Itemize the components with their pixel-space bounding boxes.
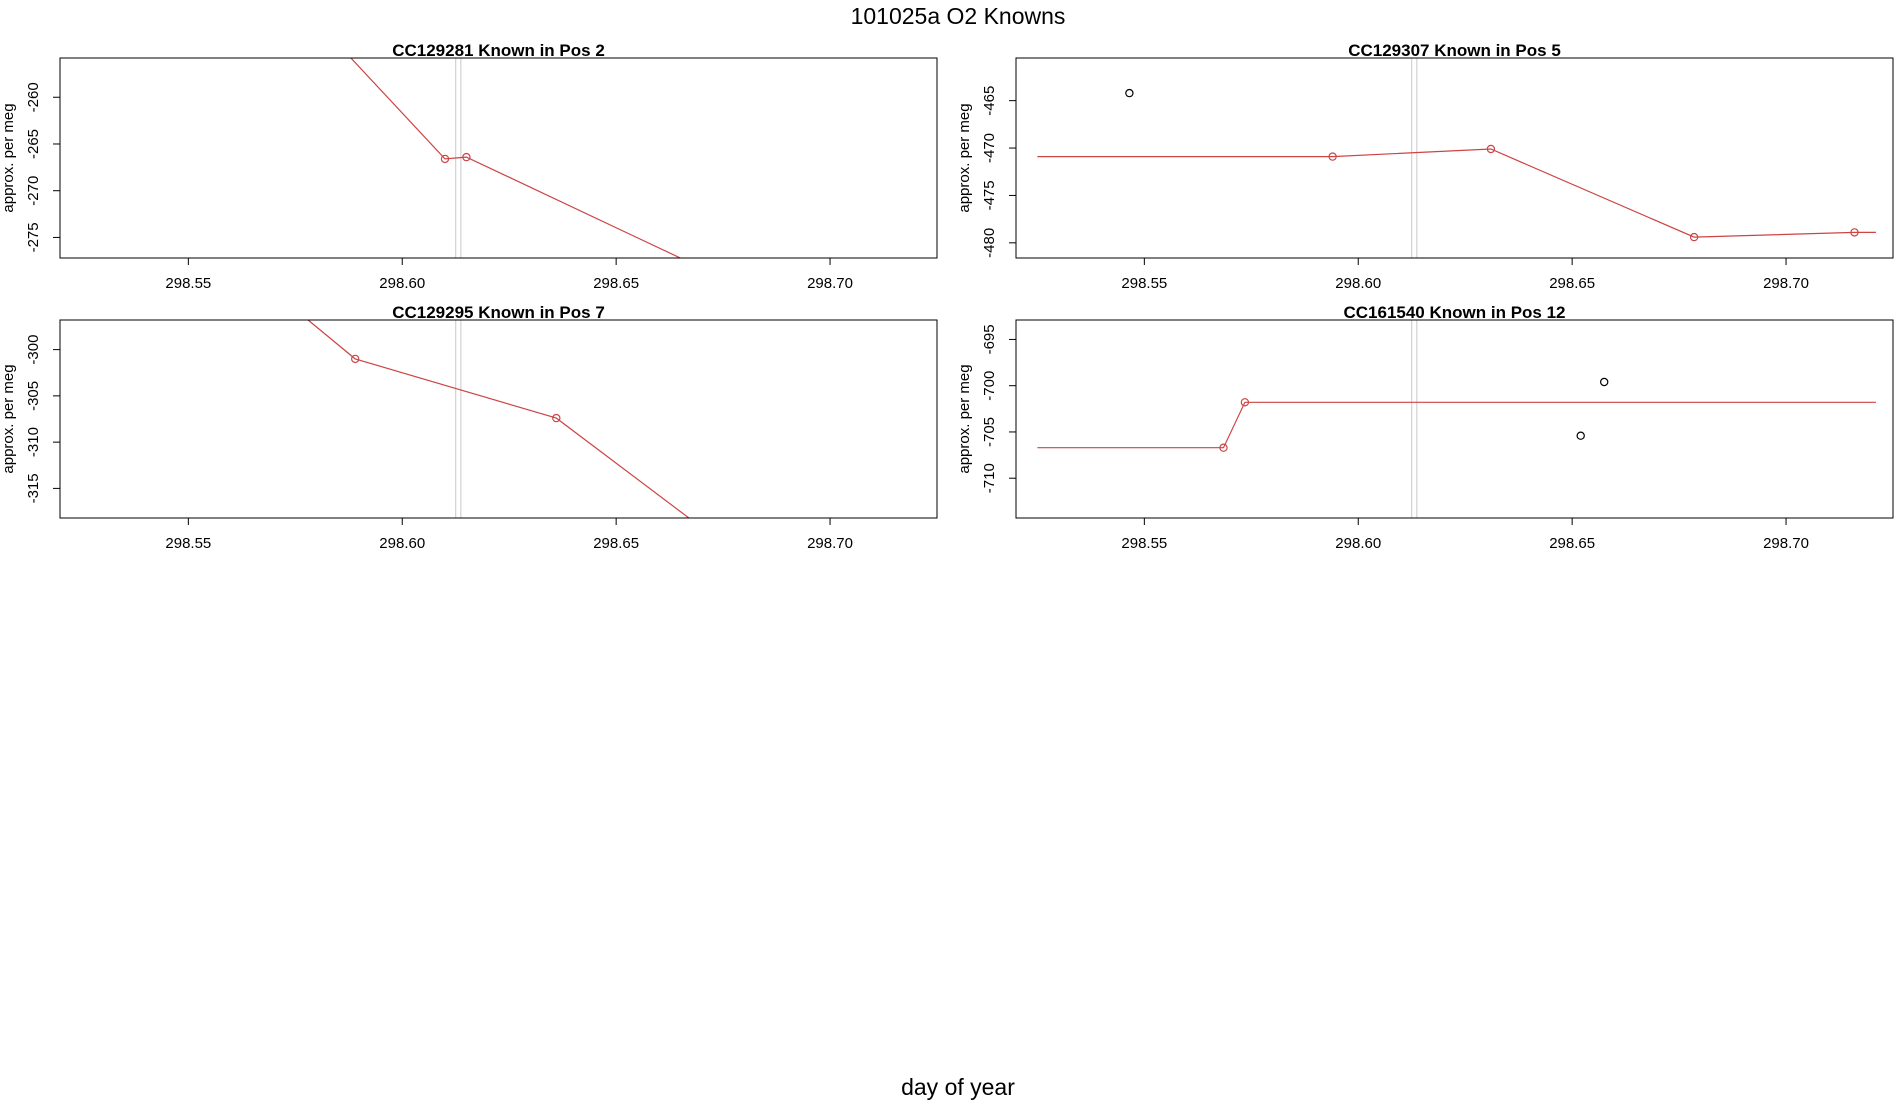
fit-line	[350, 58, 681, 258]
plot-frame	[59, 57, 938, 259]
fit-data-point	[1850, 228, 1859, 237]
fit-data-point	[351, 354, 360, 364]
plot-area	[307, 320, 690, 518]
x-tick-label: 298.60	[1335, 535, 1381, 552]
y-tick-label: -310	[25, 427, 42, 457]
outlier-data-point	[1576, 431, 1585, 440]
fit-data-point	[462, 152, 471, 162]
y-tick-label: -300	[25, 335, 42, 365]
x-tick-label: 298.70	[807, 275, 853, 292]
y-tick-label: -470	[981, 133, 998, 163]
fit-data-point	[1486, 144, 1496, 154]
x-tick-label: 298.55	[1121, 275, 1167, 292]
x-tick-label: 298.60	[1335, 275, 1381, 292]
x-tick-label: 298.65	[593, 535, 639, 552]
x-tick-label: 298.55	[1121, 535, 1167, 552]
y-tick-label: -315	[25, 473, 42, 503]
y-tick-label: -700	[981, 371, 998, 401]
fit-data-point	[552, 413, 561, 423]
panel-title: CC161540 Known in Pos 12	[1343, 303, 1565, 322]
plot-area	[350, 58, 681, 258]
fit-data-point	[440, 154, 450, 164]
y-tick-label: -270	[25, 176, 42, 206]
y-tick-label: -475	[981, 180, 998, 210]
fit-data-point	[1240, 398, 1250, 407]
y-axis-label: approx. per meg	[956, 103, 973, 212]
y-axis-label: approx. per meg	[0, 103, 17, 212]
x-tick-label: 298.65	[1549, 275, 1595, 292]
fit-line	[1037, 148, 1876, 238]
x-tick-label: 298.70	[1763, 535, 1809, 552]
y-tick-label: -305	[25, 381, 42, 411]
panel-pos-7: CC129295 Known in Pos 7 approx. per meg …	[0, 303, 938, 552]
panel-pos-12: CC161540 Known in Pos 12 approx. per meg…	[956, 303, 1894, 552]
figure-title: 101025a O2 Knowns	[851, 3, 1066, 29]
y-tick-label: -480	[981, 228, 998, 258]
fit-data-point	[1328, 152, 1337, 161]
y-tick-label: -695	[981, 324, 998, 354]
fit-data-point	[1219, 443, 1228, 452]
y-axis-label: approx. per meg	[0, 364, 17, 473]
outlier-data-point	[1125, 88, 1134, 98]
plot-frame	[59, 319, 938, 519]
fit-line	[1037, 401, 1876, 449]
plot-frame	[1015, 319, 1894, 519]
x-tick-label: 298.55	[165, 275, 211, 292]
y-tick-label: -275	[25, 222, 42, 252]
outlier-data-point	[1599, 377, 1609, 387]
x-tick-label: 298.65	[1549, 535, 1595, 552]
fit-line	[307, 320, 690, 518]
panel-title: CC129307 Known in Pos 5	[1348, 41, 1561, 60]
y-tick-label: -705	[981, 417, 998, 447]
panel-pos-2: CC129281 Known in Pos 2 approx. per meg …	[0, 41, 938, 292]
x-tick-label: 298.70	[1763, 275, 1809, 292]
panel-title: CC129281 Known in Pos 2	[392, 41, 605, 60]
plot-area	[1037, 88, 1876, 242]
panel-pos-5: CC129307 Known in Pos 5 approx. per meg …	[956, 41, 1894, 292]
plot-frame	[1015, 57, 1894, 259]
y-axis-label: approx. per meg	[956, 364, 973, 473]
x-tick-label: 298.55	[165, 535, 211, 552]
y-tick-label: -265	[25, 129, 42, 159]
x-tick-label: 298.60	[379, 535, 425, 552]
fit-data-point	[1689, 232, 1699, 242]
panel-title: CC129295 Known in Pos 7	[392, 303, 605, 322]
x-tick-label: 298.60	[379, 275, 425, 292]
x-axis-title: day of year	[901, 1074, 1015, 1100]
y-tick-label: -260	[25, 82, 42, 112]
plot-area	[1037, 377, 1876, 452]
x-tick-label: 298.65	[593, 275, 639, 292]
y-tick-label: -465	[981, 86, 998, 116]
x-tick-label: 298.70	[807, 535, 853, 552]
y-tick-label: -710	[981, 463, 998, 493]
